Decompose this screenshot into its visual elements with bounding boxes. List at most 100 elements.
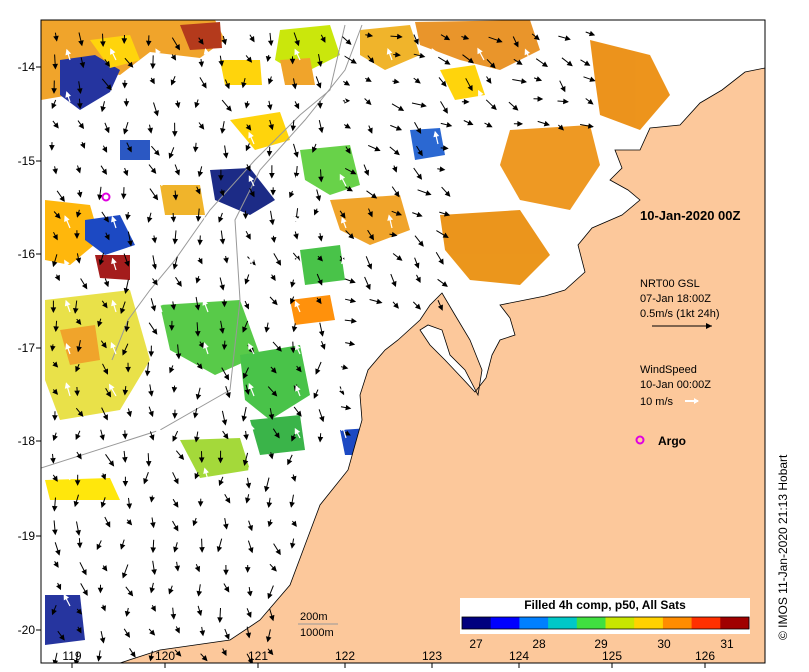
wind-arrow-head	[386, 48, 393, 55]
current-arrow-head	[150, 167, 157, 174]
current-arrow-head	[123, 101, 130, 107]
current-arrow-head	[150, 63, 156, 70]
current-arrow-head	[242, 372, 249, 380]
wind-arrow-head	[111, 299, 117, 307]
current-arrow-head	[100, 501, 107, 508]
wind-arrow-head	[294, 48, 300, 56]
colorbar-border	[461, 616, 750, 630]
current-arrow-head	[96, 543, 102, 551]
current-arrow-head	[126, 503, 133, 510]
current-arrow-head	[225, 105, 232, 112]
wind-arrow-head	[339, 173, 346, 181]
current-arrow-head	[52, 529, 58, 536]
current-arrow-head	[244, 303, 250, 310]
current-arrow-head	[124, 610, 131, 617]
x-tick-label: 119	[62, 649, 81, 663]
current-arrow-head	[485, 77, 492, 84]
wind-arrow-head	[202, 257, 209, 265]
wind-arrow-head	[202, 428, 208, 435]
current-arrow-head	[242, 459, 249, 466]
current-arrow-head	[196, 590, 203, 597]
current-arrow-head	[317, 255, 323, 262]
current-arrow-head	[53, 122, 59, 129]
current-arrow-head	[267, 592, 273, 600]
current-arrow-head	[76, 542, 83, 549]
current-arrow-head	[126, 146, 132, 153]
wind-arrow-head	[65, 174, 71, 181]
current-arrow-head	[121, 82, 128, 89]
current-arrow-head	[197, 501, 204, 507]
wind-arrow-head	[108, 383, 115, 391]
wind-arrow-head	[203, 216, 210, 224]
current-arrow-head	[50, 345, 56, 352]
current-arrow-head	[76, 346, 82, 353]
current-arrow-head	[101, 168, 108, 175]
current-arrow-head	[77, 88, 83, 95]
wind-arrow-head	[110, 426, 117, 433]
current-arrow-head	[97, 587, 104, 594]
wind-arrow-head	[295, 175, 301, 182]
current-arrow-head	[317, 235, 324, 242]
current-arrow-head	[249, 190, 255, 198]
current-arrow-head	[172, 194, 179, 201]
current-arrow-head	[52, 415, 58, 421]
current-arrow-head	[99, 434, 105, 441]
current-arrow-head	[101, 342, 107, 349]
current-arrow-head	[122, 456, 128, 463]
current-arrow-head	[147, 216, 153, 223]
current-arrow-head	[290, 298, 296, 305]
current-arrow-head	[172, 413, 178, 419]
current-arrow-head	[169, 367, 175, 374]
current-arrow-head	[444, 59, 451, 65]
current-arrow-head	[170, 216, 177, 223]
current-arrow-head	[220, 127, 226, 134]
current-arrow-head	[245, 632, 252, 639]
current-arrow-head	[149, 496, 155, 503]
current-arrow-head	[275, 259, 282, 266]
current-arrow-head	[397, 105, 405, 111]
wind-arrow-head	[295, 343, 301, 351]
current-arrow-head	[413, 38, 419, 45]
wind-arrow-head	[341, 298, 347, 306]
current-arrow-head	[391, 280, 397, 288]
current-arrow-head	[100, 106, 106, 113]
current-arrow-head	[192, 520, 198, 527]
wind-arrow-head	[155, 509, 161, 517]
current-arrow-head	[75, 211, 82, 218]
wind-arrow-head	[110, 133, 117, 140]
current-arrow-head	[75, 365, 81, 373]
current-arrow-head	[587, 98, 594, 105]
wind-arrow-head	[65, 48, 72, 56]
wind-arrow-head	[156, 172, 163, 180]
y-tick-label: -20	[18, 623, 36, 637]
current-arrow-head	[290, 125, 297, 132]
current-arrow-head	[193, 412, 199, 419]
current-arrow-head	[320, 343, 326, 350]
current-arrow-head	[264, 485, 270, 493]
current-arrow-head	[99, 637, 106, 644]
colorbar-swatch	[519, 617, 549, 629]
wind-arrow-head	[294, 511, 301, 519]
wind-arrow-head	[295, 132, 302, 140]
current-arrow-head	[172, 263, 178, 270]
current-arrow-head	[51, 608, 57, 616]
current-arrow-head	[168, 588, 174, 595]
credit-text: © IMOS 11-Jan-2020 21:13 Hobart	[776, 454, 790, 640]
current-arrow-head	[76, 191, 83, 198]
colorbar-swatch	[576, 617, 606, 629]
current-arrow-head	[244, 388, 251, 395]
current-arrow-head	[172, 238, 179, 245]
current-arrow-head	[75, 318, 82, 325]
current-arrow-head	[219, 190, 225, 197]
current-legend: NRT00 GSL 07-Jan 18:00Z 0.5m/s (1kt 24h)	[640, 278, 719, 329]
current-arrow-head	[365, 76, 372, 82]
current-arrow-head	[102, 414, 108, 421]
current-arrow-head	[392, 166, 398, 173]
current-arrow-head	[106, 84, 112, 91]
wind-arrow-head	[202, 173, 209, 180]
colorbar: Filled 4h comp, p50, All Sats	[460, 598, 750, 634]
current-arrow-head	[76, 627, 82, 634]
colorbar-swatch	[548, 617, 578, 629]
wind-arrow-head	[247, 510, 253, 517]
current-arrow-head	[393, 78, 400, 85]
